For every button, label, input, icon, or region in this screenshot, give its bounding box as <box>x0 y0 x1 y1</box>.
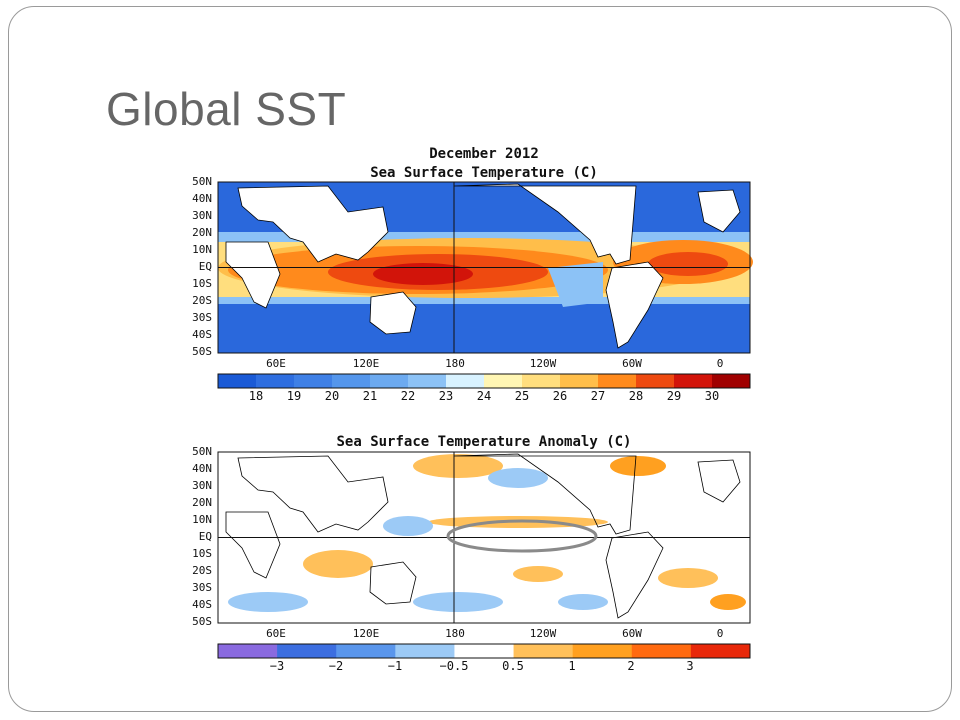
colorbar-label: 19 <box>286 389 302 403</box>
x-tick-label: 180 <box>445 357 465 370</box>
x-tick-label: 120W <box>529 627 557 640</box>
colorbar-swatch <box>294 374 333 388</box>
colorbar-swatch <box>522 374 561 388</box>
y-tick-label: EQ <box>198 260 212 273</box>
colorbar-sst <box>217 373 751 389</box>
colorbar-swatch <box>560 374 599 388</box>
colorbar-swatch <box>370 374 409 388</box>
colorbar-swatch <box>631 644 692 658</box>
colorbar-swatch <box>598 374 637 388</box>
x-tick-label: 120E <box>352 357 380 370</box>
colorbar-label: 27 <box>590 389 606 403</box>
chart-title: Sea Surface Temperature Anomaly (C) <box>336 434 632 450</box>
y-tick-label: 20S <box>192 294 212 307</box>
x-tick-label: 0 <box>716 357 724 370</box>
x-tick-label: 60E <box>266 357 286 370</box>
colorbar-anomaly <box>217 643 751 659</box>
colorbar-swatch <box>395 644 455 658</box>
colorbar-label: 2 <box>627 659 635 673</box>
y-tick-label: 30N <box>192 209 212 222</box>
colorbar-label: −0.5 <box>439 659 469 673</box>
x-tick-label: 180 <box>445 627 465 640</box>
sst-map <box>217 181 753 354</box>
colorbar-swatch <box>484 374 523 388</box>
y-tick-label: 10S <box>192 277 212 290</box>
y-tick-label: 40S <box>192 328 212 341</box>
colorbar-label: 26 <box>552 389 568 403</box>
colorbar-swatch <box>336 644 396 658</box>
colorbar-label: 3 <box>686 659 694 673</box>
y-tick-label: 10N <box>192 513 212 526</box>
colorbar-label: −2 <box>328 659 344 673</box>
x-tick-label: 60W <box>622 357 642 370</box>
colorbar-border <box>217 643 751 659</box>
y-tick-label: 50N <box>192 445 212 458</box>
chart-subtitle: Sea Surface Temperature (C) <box>370 165 598 181</box>
colorbar-swatch <box>256 374 295 388</box>
colorbar-swatch <box>454 644 515 658</box>
colorbar-swatch <box>636 374 675 388</box>
y-tick-label: EQ <box>198 530 212 543</box>
colorbar-label: −3 <box>269 659 285 673</box>
colorbar-label: 30 <box>704 389 720 403</box>
colorbar-label: 23 <box>438 389 454 403</box>
x-tick-label: 0 <box>716 627 724 640</box>
colorbar-swatch <box>332 374 371 388</box>
y-tick-label: 40N <box>192 192 212 205</box>
colorbar-swatch <box>690 644 751 658</box>
colorbar-swatch <box>572 644 633 658</box>
colorbar-label: 28 <box>628 389 644 403</box>
x-tick-label: 120W <box>529 357 557 370</box>
y-tick-label: 30S <box>192 581 212 594</box>
x-tick-label: 60W <box>622 627 642 640</box>
colorbar-swatch <box>446 374 485 388</box>
colorbar-swatch <box>277 644 337 658</box>
y-tick-label: 10N <box>192 243 212 256</box>
colorbar-swatch <box>408 374 447 388</box>
y-tick-label: 30N <box>192 479 212 492</box>
x-tick-label: 120E <box>352 627 380 640</box>
colorbar-swatch <box>712 374 751 388</box>
colorbar-label: 0.5 <box>502 659 524 673</box>
y-tick-label: 40N <box>192 462 212 475</box>
colorbar-label: −1 <box>387 659 403 673</box>
colorbar-swatch <box>513 644 574 658</box>
y-tick-label: 10S <box>192 547 212 560</box>
colorbar-label: 21 <box>362 389 378 403</box>
y-tick-label: 20N <box>192 226 212 239</box>
chart-title: December 2012 <box>429 146 539 162</box>
y-tick-label: 20S <box>192 564 212 577</box>
annotation-ellipse <box>446 519 598 553</box>
x-tick-label: 60E <box>266 627 286 640</box>
colorbar-swatch <box>218 644 278 658</box>
y-tick-label: 20N <box>192 496 212 509</box>
colorbar-label: 29 <box>666 389 682 403</box>
colorbar-label: 25 <box>514 389 530 403</box>
y-tick-label: 50N <box>192 175 212 188</box>
y-tick-label: 50S <box>192 615 212 628</box>
y-tick-label: 30S <box>192 311 212 324</box>
colorbar-label: 20 <box>324 389 340 403</box>
sst-anomaly-map <box>217 451 751 624</box>
colorbar-border <box>217 373 751 389</box>
colorbar-swatch <box>674 374 713 388</box>
colorbar-label: 24 <box>476 389 492 403</box>
colorbar-swatch <box>218 374 257 388</box>
colorbar-label: 1 <box>568 659 576 673</box>
y-tick-label: 50S <box>192 345 212 358</box>
y-tick-label: 40S <box>192 598 212 611</box>
colorbar-label: 22 <box>400 389 416 403</box>
slide-title: Global SST <box>106 83 347 135</box>
colorbar-label: 18 <box>248 389 264 403</box>
